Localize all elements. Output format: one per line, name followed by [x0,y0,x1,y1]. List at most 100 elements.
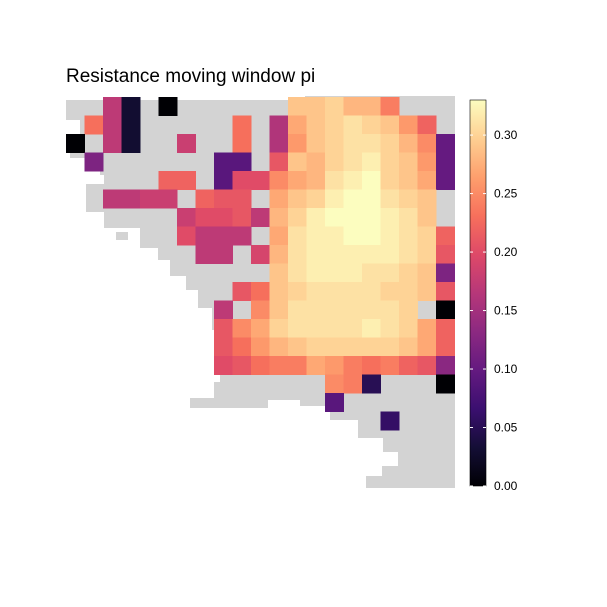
heatmap-cell [288,134,307,153]
na-island-2 [116,232,128,240]
heatmap-cell [306,337,326,357]
heatmap-cell [343,115,363,135]
heatmap-cell [195,189,215,209]
heatmap-cell [177,208,196,227]
heatmap-cell [232,189,252,209]
heatmap-cell [251,356,270,375]
heatmap-cell [362,245,381,264]
heatmap-cell [436,337,455,357]
heatmap-cell [269,337,289,357]
heatmap-cell [306,356,326,375]
heatmap-cell [343,208,363,227]
heatmap-cell [417,226,437,246]
heatmap-cell [380,189,400,209]
heatmap-cell [362,374,381,394]
heatmap-cell [177,134,196,153]
heatmap-cell [417,337,437,357]
heatmap-cell [399,115,418,135]
legend-tick-label: 0.15 [494,304,518,318]
heatmap-cell [436,319,455,338]
heatmap-cell [325,226,344,246]
heatmap-cell [269,245,289,264]
heatmap-cell [380,356,400,375]
heatmap-cell [214,300,233,320]
heatmap-cell [140,189,159,209]
heatmap-cell [251,300,270,320]
heatmap-cell [158,97,178,116]
heatmap-cell [214,226,233,246]
heatmap-cell [417,152,437,172]
heatmap-cell [362,319,381,338]
heatmap-cell [232,208,252,227]
heatmap-cell [325,115,344,135]
heatmap-cell [251,337,270,357]
heatmap-cell [417,189,437,209]
heatmap-cell [269,226,289,246]
heatmap-cell [362,263,381,283]
legend-ticks: 0.00 0.05 0.10 0.15 0.20 0.25 0.30 [470,128,518,493]
heatmap-cell [195,226,215,246]
heatmap-cell [343,263,363,283]
heatmap-cell [84,152,104,172]
heatmap-cell [232,282,252,301]
heatmap-cell [362,97,381,116]
heatmap-cell [325,263,344,283]
heatmap-cell [288,189,307,209]
heatmap-cell [362,337,381,357]
heatmap-cell [306,97,326,116]
legend-tick-label: 0.10 [494,362,518,376]
heatmap-cell [306,171,326,190]
heatmap-cell [399,319,418,338]
heatmap-cell [399,263,418,283]
heatmap-cell [214,208,233,227]
heatmap-cell [288,152,307,172]
heatmap-cell [288,208,307,227]
heatmap-cell [436,356,455,375]
legend-colorbar [469,99,487,487]
heatmap-cell [103,115,122,135]
heatmap-cell [288,263,307,283]
heatmap-cell [399,226,418,246]
heatmap-cell [380,152,400,172]
heatmap-cell [343,374,363,394]
heatmap-cell [84,115,104,135]
heatmap-cell [269,134,289,153]
heatmap-cell [362,226,381,246]
heatmap-cell [325,374,344,394]
heatmap-cell [269,189,289,209]
heatmap-cell [214,189,233,209]
heatmap-cell [417,171,437,190]
heatmap-cell [306,134,326,153]
heatmap-cell [417,282,437,301]
heatmap-cell [214,356,233,375]
heatmap-cell [380,226,400,246]
heatmap-cell [232,134,252,153]
heatmap-cell [343,337,363,357]
heatmap-cell [288,282,307,301]
heatmap-cell [325,134,344,153]
heatmap-cell [232,337,252,357]
heatmap-cell [103,97,122,116]
heatmap-cell [436,226,455,246]
heatmap-cell [380,263,400,283]
heatmap-cell [214,152,233,172]
heatmap-cell [362,282,381,301]
heatmap-cell [436,171,455,190]
heatmap-cell [251,208,270,227]
heatmap-cell [288,300,307,320]
heatmap-cell [306,263,326,283]
heatmap-cell [343,282,363,301]
heatmap-cell [362,208,381,227]
heatmap-cell [362,356,381,375]
heatmap-cell [121,134,141,153]
heatmap-cell [380,282,400,301]
heatmap-cell [325,152,344,172]
chart-title: Resistance moving window pi [66,66,316,87]
heatmap-cell [362,134,381,153]
heatmap-cell [417,208,437,227]
heatmap-cell [362,115,381,135]
heatmap-cell [380,411,400,431]
heatmap-cell [269,282,289,301]
heatmap-cell [306,189,326,209]
